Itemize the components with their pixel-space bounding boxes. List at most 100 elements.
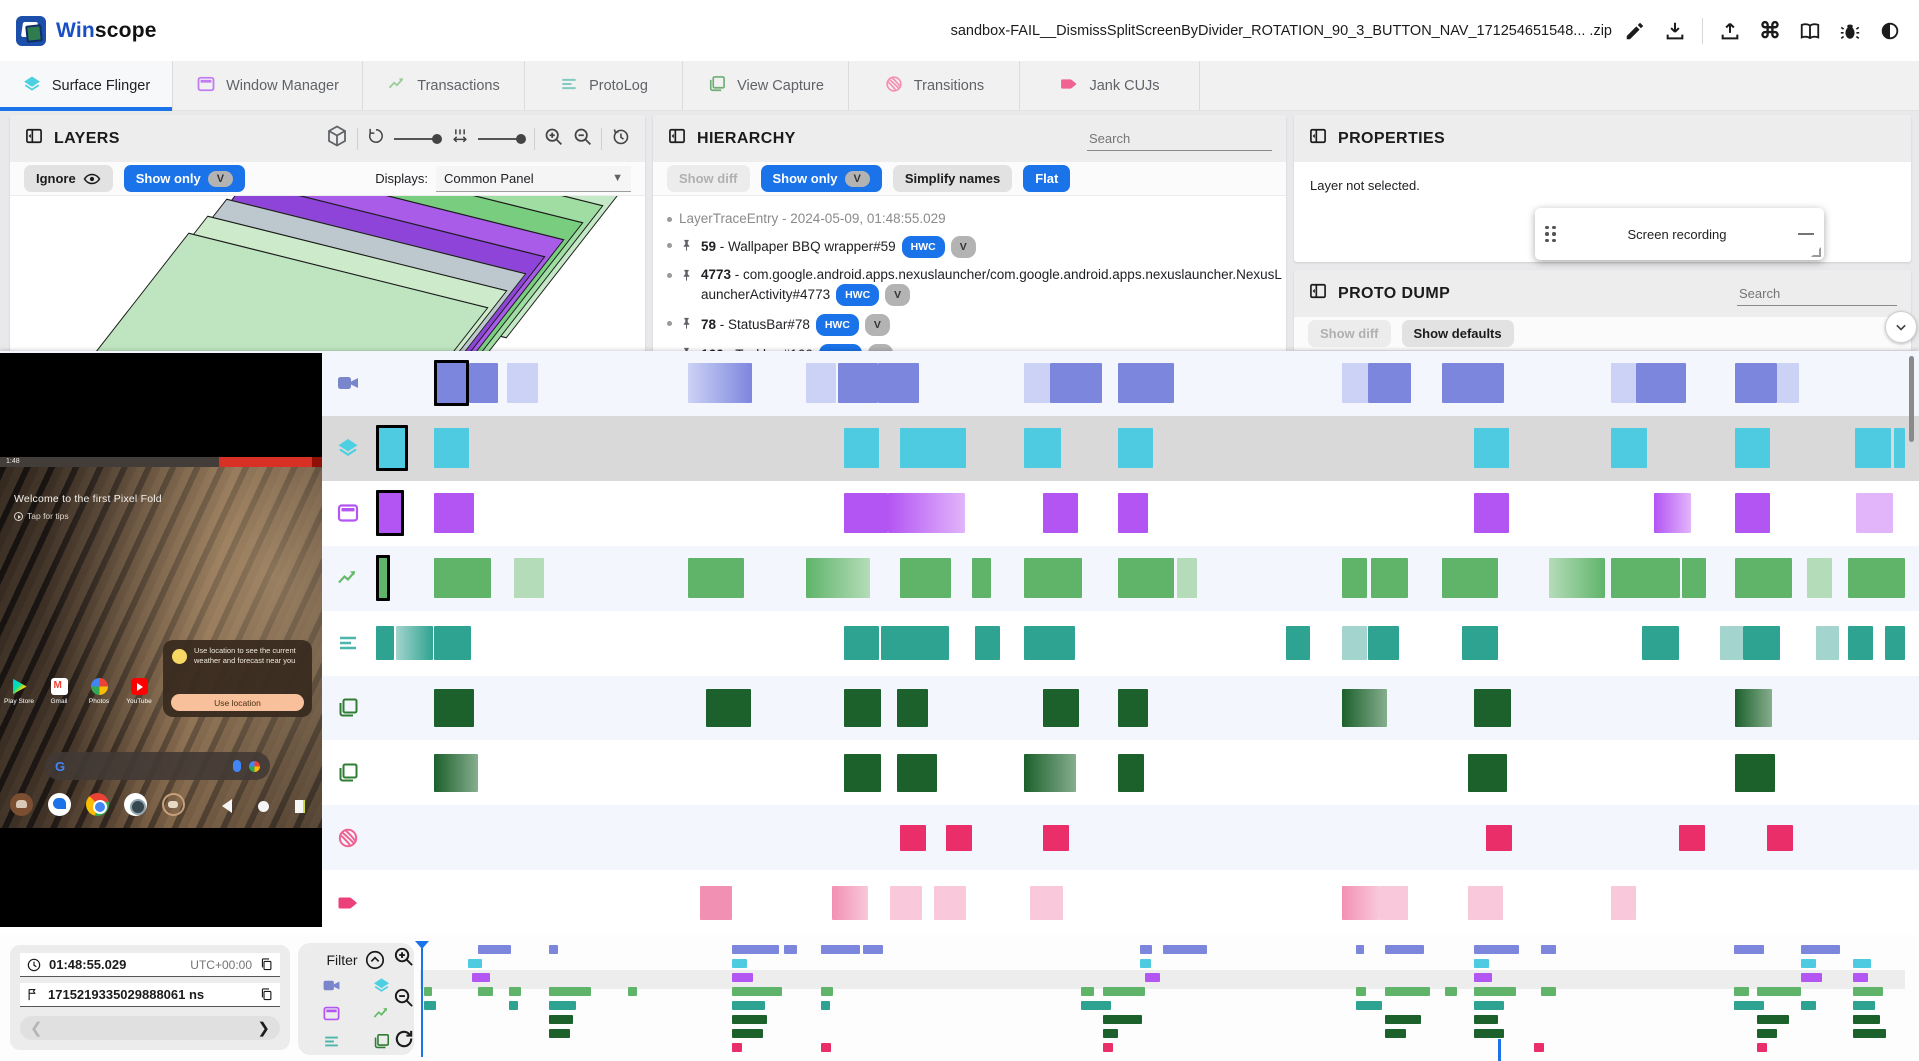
app-gmail[interactable]: Gmail [46,678,72,705]
hierarchy-node[interactable]: LayerTraceEntry - 2024-05-09, 01:48:55.0… [667,206,1282,232]
show-diff-button[interactable]: Show diff [1308,320,1391,347]
displays-select[interactable]: Common Panel ▼ [436,165,631,192]
zoom-in-icon[interactable] [543,126,564,152]
report-bug-icon[interactable] [1833,14,1867,48]
app-play-store[interactable]: Play Store [4,678,34,705]
human-time-field[interactable]: 01:48:55.029 UTC+00:00 [20,953,280,977]
zoom-in-icon[interactable] [392,945,415,968]
timeline-vertical-scrollbar[interactable] [1909,356,1914,442]
dock-android-icon[interactable] [10,793,33,816]
nav-back-icon[interactable] [222,799,232,813]
trace-block[interactable] [1024,363,1051,404]
trace-block[interactable] [1285,626,1311,661]
hierarchy-search-input[interactable] [1087,126,1272,151]
trace-block[interactable] [1042,688,1080,727]
trace-block[interactable] [1742,626,1780,661]
screen-recording-preview[interactable]: 1:48 Welcome to the first Pixel Fold Tap… [0,353,322,931]
trace-block[interactable] [888,493,965,534]
proto-dump-search-input[interactable] [1737,281,1897,306]
trace-block[interactable] [805,363,837,404]
next-entry-button[interactable]: ❯ [257,1019,270,1037]
tab-jank-cujs[interactable]: Jank CUJs [1020,61,1200,111]
trace-block[interactable] [434,688,474,727]
trace-block[interactable] [507,363,539,404]
trace-block[interactable] [900,428,967,469]
trace-block[interactable] [1735,493,1771,534]
trace-block[interactable] [1117,428,1153,469]
previous-entry-button[interactable]: ❮ [30,1019,43,1037]
preview-search-bar[interactable]: G [45,752,270,780]
trace-block[interactable] [934,885,967,920]
trace-block[interactable] [469,363,499,404]
trace-block[interactable] [1885,626,1905,661]
trace-block[interactable] [1042,824,1069,851]
copy-icon[interactable] [259,957,274,972]
trace-block[interactable] [1719,626,1743,661]
pin-icon[interactable] [679,268,694,288]
simplify-names-button[interactable]: Simplify names [892,165,1013,192]
trace-block[interactable] [395,626,433,661]
flat-button[interactable]: Flat [1023,165,1071,192]
trace-block[interactable] [897,688,928,727]
trace-block[interactable] [1050,363,1103,404]
trace-block[interactable] [1368,626,1399,661]
tab-window-manager[interactable]: Window Manager [173,61,363,111]
hierarchy-node[interactable]: 59 - Wallpaper BBQ wrapper#59 HWC V [667,232,1282,262]
use-location-button[interactable]: Use location [171,694,304,711]
zoom-out-icon[interactable] [392,986,415,1009]
trace-block[interactable] [843,753,881,792]
nav-recents-icon[interactable] [295,799,303,813]
layers-filter-icon[interactable] [372,976,391,1000]
trace-block[interactable] [434,428,470,469]
dock-camera-icon[interactable] [124,793,147,816]
trace-block[interactable] [1024,428,1061,469]
reset-zoom-icon[interactable] [392,1027,415,1050]
trace-block[interactable] [1816,626,1840,661]
trace-block[interactable] [1807,558,1832,599]
tab-transactions[interactable]: Transactions [363,61,525,111]
dark-mode-toggle-icon[interactable] [1873,14,1907,48]
trace-block[interactable] [1441,363,1505,404]
window-filter-icon[interactable] [322,1004,341,1028]
trace-block[interactable] [1461,626,1499,661]
tab-view-capture[interactable]: View Capture [683,61,849,111]
trace-block[interactable] [1473,493,1509,534]
trace-block[interactable] [376,626,395,661]
trace-block[interactable] [1654,493,1691,534]
tab-transitions[interactable]: Transitions [849,61,1020,111]
trace-block[interactable] [1611,558,1681,599]
trace-block[interactable] [1342,626,1367,661]
rotation-icon[interactable] [366,126,386,151]
trace-block[interactable] [1735,363,1777,404]
show-only-v-button[interactable]: Show only V [123,165,246,192]
trace-block[interactable] [1856,493,1893,534]
trace-block[interactable] [897,753,938,792]
trace-block[interactable] [805,558,870,599]
tab-surface-flinger[interactable]: Surface Flinger [0,61,173,111]
trace-block[interactable] [687,363,753,404]
trace-block[interactable] [972,558,991,599]
trace-block[interactable] [1042,493,1078,534]
trace-block[interactable] [843,493,889,534]
trace-block[interactable] [1368,363,1412,404]
trace-block[interactable] [434,626,471,661]
trace-block[interactable] [1117,688,1149,727]
trace-block[interactable] [1342,363,1369,404]
trace-block[interactable] [831,885,869,920]
edit-filename-icon[interactable] [1618,14,1652,48]
trace-block[interactable] [1642,626,1679,661]
trace-block[interactable] [1735,753,1776,792]
trace-block[interactable] [1342,558,1367,599]
download-traces-icon[interactable] [1658,14,1692,48]
show-diff-button[interactable]: Show diff [667,165,750,192]
transactions-filter-icon[interactable] [372,1004,391,1028]
trace-block[interactable] [1848,626,1873,661]
trace-block[interactable] [1735,428,1771,469]
trace-block[interactable] [1473,688,1511,727]
rotation-slider[interactable] [394,133,442,144]
dock-chrome-icon[interactable] [86,793,109,816]
trace-block[interactable] [889,885,922,920]
trace-block[interactable] [1767,824,1794,851]
dock-messages-icon[interactable] [48,793,71,816]
hierarchy-node[interactable]: 4773 - com.google.android.apps.nexuslaun… [667,262,1282,310]
